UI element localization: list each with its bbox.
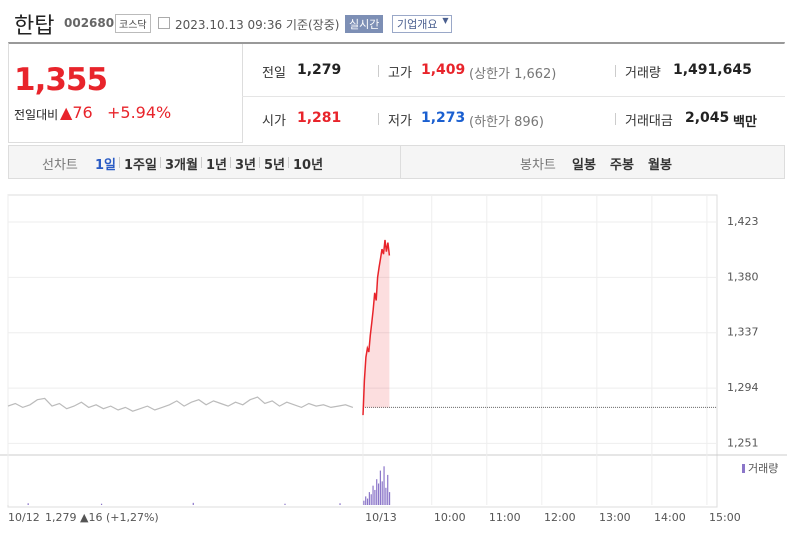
x-tick-label: 10/13 bbox=[365, 511, 397, 524]
volume-bar bbox=[284, 503, 286, 505]
volume-bar bbox=[366, 498, 369, 505]
price-line bbox=[362, 239, 391, 416]
tab-separator bbox=[160, 157, 161, 168]
stat-label: 저가 bbox=[388, 114, 412, 129]
stat-value: 1,281 bbox=[297, 110, 342, 126]
volume-bar bbox=[365, 496, 367, 505]
volume-bar bbox=[383, 466, 385, 505]
volume-legend-swatch bbox=[742, 464, 745, 473]
stat-value: 1,273 bbox=[421, 110, 466, 126]
area-fill bbox=[362, 240, 390, 416]
period-tab[interactable]: 1년 bbox=[206, 158, 228, 173]
clock-icon bbox=[158, 17, 170, 29]
x-tick-label: 12:00 bbox=[544, 511, 576, 524]
stat-label: 거래대금 bbox=[625, 114, 673, 129]
y-tick-label: 1,423 bbox=[727, 215, 759, 228]
period-tab[interactable]: 3년 bbox=[235, 158, 257, 173]
period-tab[interactable]: 3개월 bbox=[165, 158, 198, 173]
x-tick-label: 10:00 bbox=[434, 511, 466, 524]
volume-bar bbox=[381, 481, 383, 505]
change-value: 76 bbox=[72, 103, 93, 122]
volume-legend: 거래량 bbox=[748, 462, 778, 475]
stat-label: 거래량 bbox=[625, 66, 661, 81]
volume-bar bbox=[27, 503, 29, 505]
stock-code: 002680 bbox=[64, 16, 115, 30]
stat-separator bbox=[615, 113, 616, 125]
period-tab[interactable]: 1주일 bbox=[124, 158, 157, 173]
volume-bar bbox=[363, 500, 365, 505]
realtime-button[interactable]: 실시간 bbox=[345, 15, 384, 33]
y-tick-label: 1,337 bbox=[727, 326, 759, 339]
price-line bbox=[7, 396, 354, 412]
volume-bar bbox=[192, 502, 194, 505]
dropdown-arrow: ▼ bbox=[442, 16, 449, 25]
tab-separator bbox=[230, 157, 231, 168]
volume-bar bbox=[339, 503, 341, 505]
line-chart-label: 선차트 bbox=[42, 158, 78, 173]
stock-name: 한탑 bbox=[14, 14, 55, 39]
stat-separator bbox=[615, 65, 616, 77]
change: ▲76 bbox=[60, 103, 93, 122]
tab-separator bbox=[288, 157, 289, 168]
volume-bar bbox=[372, 485, 374, 505]
stat-label: 고가 bbox=[388, 66, 412, 81]
stat-note: (하한가 896) bbox=[469, 115, 544, 130]
candle-tab[interactable]: 월봉 bbox=[648, 158, 672, 173]
tab-separator bbox=[201, 157, 202, 168]
volume-bar bbox=[370, 494, 372, 505]
stat-note: (상한가 1,662) bbox=[469, 67, 557, 82]
change-label: 전일대비 bbox=[14, 108, 59, 122]
volume-bar bbox=[377, 483, 380, 505]
candle-chart-label: 봉차트 bbox=[520, 158, 556, 173]
y-tick-label: 1,380 bbox=[727, 270, 759, 283]
candle-tab[interactable]: 일봉 bbox=[572, 158, 596, 173]
tab-separator bbox=[259, 157, 260, 168]
volume-bar bbox=[100, 503, 103, 505]
change-pct: +5.94% bbox=[107, 103, 172, 122]
y-tick-label: 1,294 bbox=[727, 381, 759, 394]
stats-box bbox=[242, 44, 786, 143]
volume-bar bbox=[368, 492, 370, 505]
stats-divider bbox=[242, 96, 785, 97]
stat-note: 백만 bbox=[733, 115, 757, 130]
x-tick-label: 14:00 bbox=[654, 511, 686, 524]
price: 1,355 bbox=[14, 62, 108, 98]
x-tick-label: 11:00 bbox=[489, 511, 521, 524]
y-tick-label: 1,251 bbox=[727, 436, 759, 449]
x-tick-label: 15:00 bbox=[709, 511, 741, 524]
market-badge: 코스닥 bbox=[115, 14, 151, 33]
volume-bar bbox=[379, 470, 381, 505]
stat-value: 1,409 bbox=[421, 62, 466, 78]
period-tab[interactable]: 10년 bbox=[293, 158, 324, 173]
volume-bar bbox=[385, 487, 387, 505]
stat-separator bbox=[378, 65, 379, 77]
overview-button[interactable]: 기업개요 ▼ bbox=[392, 15, 453, 33]
stat-label: 시가 bbox=[262, 114, 286, 129]
annotation: 1,279 ▲16 (+1,27%) bbox=[45, 511, 159, 524]
volume-bar bbox=[374, 489, 376, 505]
volume-bar bbox=[376, 479, 378, 505]
stat-label: 전일 bbox=[262, 66, 286, 81]
tab-bar bbox=[8, 145, 785, 179]
x-tick-label: 10/12 bbox=[8, 511, 40, 524]
period-tab[interactable]: 1일 bbox=[95, 158, 117, 173]
stat-value: 2,045 bbox=[685, 110, 730, 126]
tab-divider bbox=[400, 146, 401, 178]
stat-value: 1,491,645 bbox=[673, 62, 752, 78]
timestamp: 2023.10.13 09:36 기준(장중) bbox=[175, 18, 340, 32]
x-tick-label: 13:00 bbox=[599, 511, 631, 524]
period-tab[interactable]: 5년 bbox=[264, 158, 286, 173]
stat-value: 1,279 bbox=[297, 62, 342, 78]
volume-bar bbox=[388, 492, 391, 505]
stat-separator bbox=[378, 113, 379, 125]
candle-tab[interactable]: 주봉 bbox=[610, 158, 634, 173]
overview-text: 기업개요 bbox=[397, 18, 438, 31]
volume-bar bbox=[387, 474, 389, 505]
tab-separator bbox=[119, 157, 120, 168]
